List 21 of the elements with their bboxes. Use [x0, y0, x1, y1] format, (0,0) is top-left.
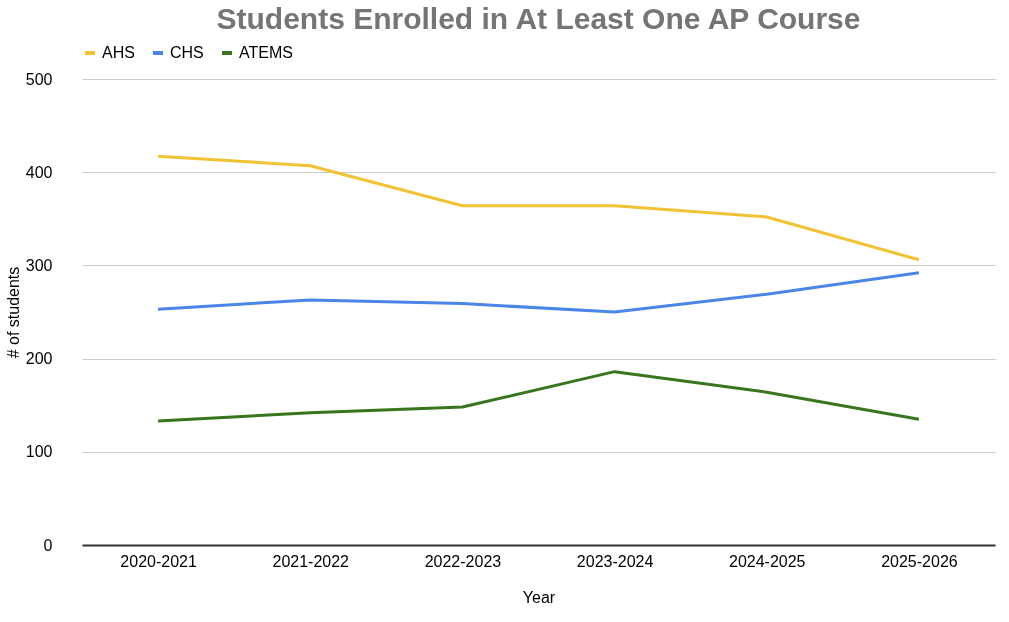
x-tick-label: 2024-2025	[728, 552, 806, 570]
y-tick-label: 500	[25, 70, 53, 88]
line-series	[156, 370, 921, 423]
line-series	[156, 154, 921, 262]
y-tick-label: 400	[25, 163, 53, 181]
legend-label: CHS	[170, 44, 204, 61]
y-tick-label: 200	[25, 350, 53, 368]
chart-title: Students Enrolled in At Least One AP Course	[216, 2, 861, 35]
legend-label: AHS	[102, 44, 135, 61]
x-tick-label: 2021-2022	[272, 552, 350, 570]
x-tick-label: 2020-2021	[120, 552, 197, 570]
x-tick-label: 2022-2023	[424, 552, 502, 570]
legend-label: ATEMS	[239, 44, 293, 61]
x-tick-label: 2025-2026	[881, 552, 958, 570]
y-tick-label: 300	[25, 256, 53, 274]
y-tick-label: 0	[43, 536, 53, 554]
y-axis-title: # of students	[4, 266, 22, 359]
line-series	[156, 271, 921, 314]
y-tick-label: 100	[25, 443, 53, 461]
x-axis-title: Year	[522, 588, 556, 606]
x-tick-label: 2023-2024	[576, 552, 654, 570]
